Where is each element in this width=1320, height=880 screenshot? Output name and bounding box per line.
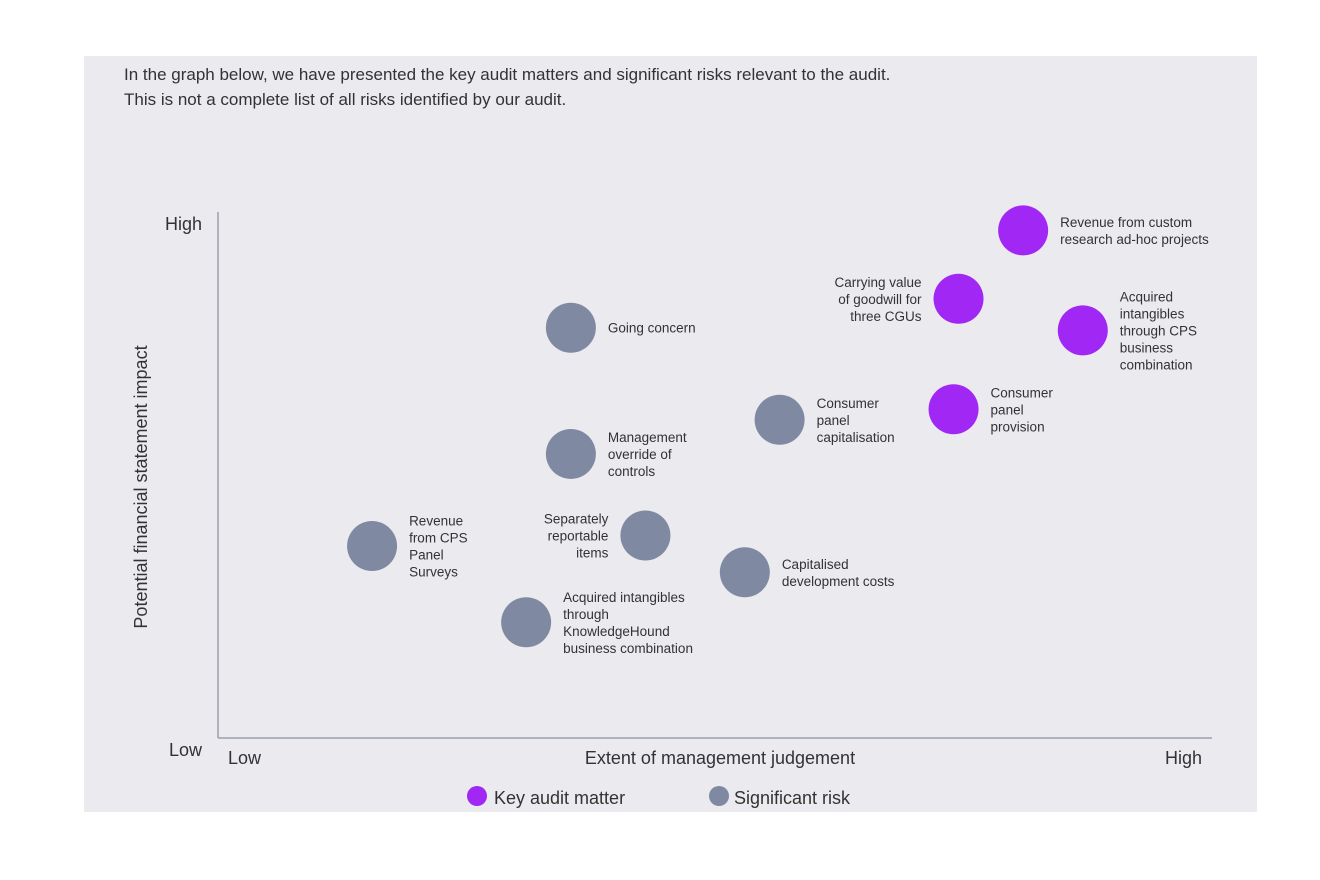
risk-bubble-5 <box>754 394 805 445</box>
legend: Key audit matter Significant risk <box>467 786 851 808</box>
risk-label-2-line-0: Acquired <box>1120 289 1173 304</box>
risk-label-1-line-1: of goodwill for <box>838 292 922 307</box>
risk-label-1-line-2: three CGUs <box>850 309 922 324</box>
risk-label-8-line-1: from CPS <box>409 531 468 546</box>
y-high-label: High <box>165 214 202 234</box>
risk-label-10-line-0: Acquired intangibles <box>563 590 685 605</box>
risk-label-5-line-0: Consumer <box>817 396 880 411</box>
risk-label-3-line-1: panel <box>991 402 1024 417</box>
risk-bubble-1 <box>933 273 984 324</box>
risk-bubble-8 <box>347 521 398 572</box>
risk-label-2-line-2: through CPS <box>1120 323 1197 338</box>
intro-text: In the graph below, we have presented th… <box>124 62 1124 112</box>
risk-bubble-10 <box>501 597 552 648</box>
x-low-label: Low <box>228 748 262 768</box>
risk-label-7-line-1: reportable <box>548 528 609 543</box>
x-high-label: High <box>1165 748 1202 768</box>
x-axis-title: Extent of management judgement <box>585 748 855 768</box>
risk-label-8-line-3: Surveys <box>409 565 458 580</box>
risk-bubble-2 <box>1057 305 1108 356</box>
risk-bubble-4 <box>545 302 596 353</box>
legend-kam-marker <box>467 786 487 806</box>
risk-label-8-line-2: Panel <box>409 548 444 563</box>
risk-label-2-line-4: combination <box>1120 357 1193 372</box>
risk-label-5-line-1: panel <box>817 413 850 428</box>
risk-label-4-line-0: Going concern <box>608 321 696 336</box>
risk-bubble-6 <box>545 428 596 479</box>
chart-panel <box>84 56 1257 812</box>
risk-label-3-line-0: Consumer <box>991 385 1054 400</box>
risk-label-2-line-1: intangibles <box>1120 306 1185 321</box>
intro-line-1: In the graph below, we have presented th… <box>124 65 891 84</box>
risk-label-8-line-0: Revenue <box>409 514 463 529</box>
risk-label-7-line-2: items <box>576 545 609 560</box>
risk-label-3-line-2: provision <box>991 419 1045 434</box>
intro-line-2: This is not a complete list of all risks… <box>124 90 567 109</box>
risk-label-1-line-0: Carrying value <box>834 275 921 290</box>
legend-sr-label: Significant risk <box>734 788 851 808</box>
risk-label-9-line-1: development costs <box>782 574 895 589</box>
risk-bubble-7 <box>620 510 671 561</box>
risk-label-10-line-2: KnowledgeHound <box>563 624 670 639</box>
y-low-label: Low <box>169 740 203 760</box>
legend-sr-marker <box>709 786 729 806</box>
risk-bubble-0 <box>998 205 1049 256</box>
risk-label-0-line-0: Revenue from custom <box>1060 215 1192 230</box>
risk-label-2-line-3: business <box>1120 340 1174 355</box>
legend-kam-label: Key audit matter <box>494 788 625 808</box>
risk-label-10-line-3: business combination <box>563 641 693 656</box>
risk-label-6-line-0: Management <box>608 430 687 445</box>
y-axis-title: Potential financial statement impact <box>131 345 151 628</box>
risk-label-6-line-1: override of <box>608 447 672 462</box>
risk-label-10-line-1: through <box>563 607 609 622</box>
risk-label-5-line-2: capitalisation <box>817 430 895 445</box>
risk-label-0-line-1: research ad-hoc projects <box>1060 232 1209 247</box>
data-points: Revenue from custom research ad-hoc proje… <box>347 205 1209 656</box>
risk-label-7-line-0: Separately <box>544 511 609 526</box>
risk-label-9-line-0: Capitalised <box>782 557 849 572</box>
risk-label-6-line-2: controls <box>608 464 656 479</box>
risk-bubble-3 <box>928 384 979 435</box>
risk-bubble-9 <box>719 547 770 598</box>
